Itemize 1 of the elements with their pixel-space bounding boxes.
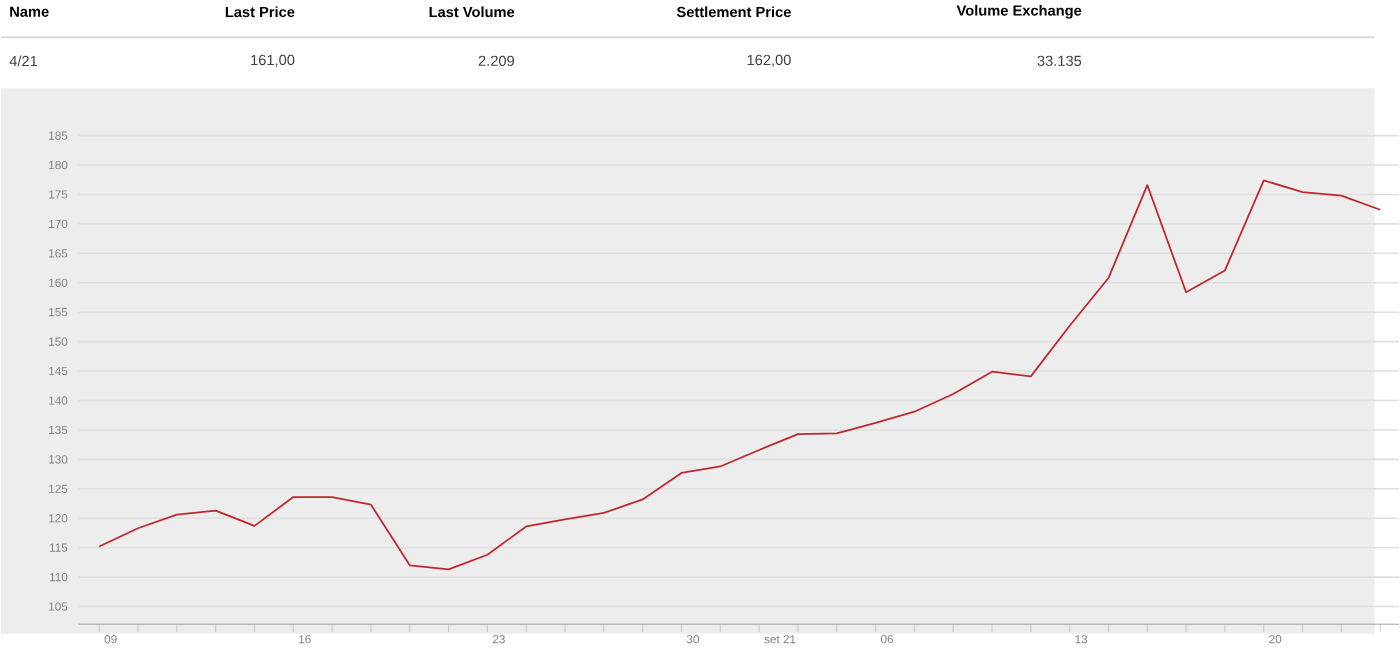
line-series bbox=[98, 179, 1382, 571]
